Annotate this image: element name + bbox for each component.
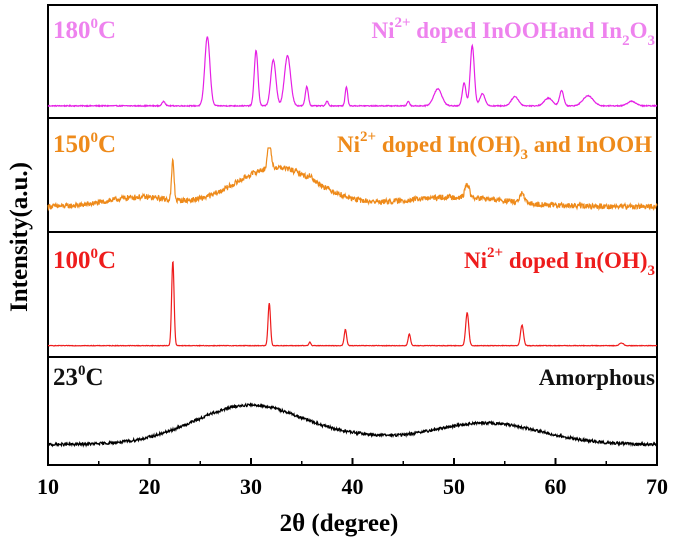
xrd-pattern-line <box>47 260 658 347</box>
panel-temperature-label: 1500C <box>53 130 116 158</box>
x-tick-label: 30 <box>240 474 262 499</box>
panel-phase-label: Amorphous <box>539 365 655 390</box>
panels-layer: 1800C Ni2+ doped InOOHand In2O3 1500C Ni2+ … <box>47 4 658 466</box>
x-tick-label: 10 <box>37 474 59 499</box>
x-tick-label: 20 <box>139 474 161 499</box>
x-axis-title: 2θ (degree) <box>280 510 399 537</box>
panel-temperature-label: 230C <box>53 363 104 391</box>
x-tick-label: 60 <box>545 474 567 499</box>
panel-phase-label: Ni2+ doped In(OH)3 <box>464 245 655 279</box>
panel-phase-label: Ni2+ doped InOOHand In2O3 <box>371 15 655 49</box>
xrd-panel-0: 1800C Ni2+ doped InOOHand In2O3 <box>47 4 658 119</box>
xrd-pattern-line <box>47 147 658 212</box>
x-axis-ticks: 10 20 30 40 50 60 70 <box>37 458 668 499</box>
x-tick-label: 40 <box>342 474 364 499</box>
xrd-pattern-line <box>47 402 658 448</box>
y-axis-title: Intensity(a.u.) <box>6 162 33 312</box>
panel-temperature-label: 1000C <box>53 246 116 274</box>
xrd-panel-1: 1500C Ni2+ doped In(OH)3 and InOOH <box>47 117 658 233</box>
xrd-panel-3: 230C Amorphous <box>47 356 658 466</box>
panel-phase-label: Ni2+ doped In(OH)3 and InOOH <box>337 129 652 163</box>
x-tick-label: 70 <box>646 474 668 499</box>
xrd-panel-2: 1000C Ni2+ doped In(OH)3 <box>47 231 658 358</box>
xrd-pattern-line <box>47 36 658 108</box>
x-tick-label: 50 <box>443 474 465 499</box>
panel-temperature-label: 1800C <box>53 16 116 44</box>
